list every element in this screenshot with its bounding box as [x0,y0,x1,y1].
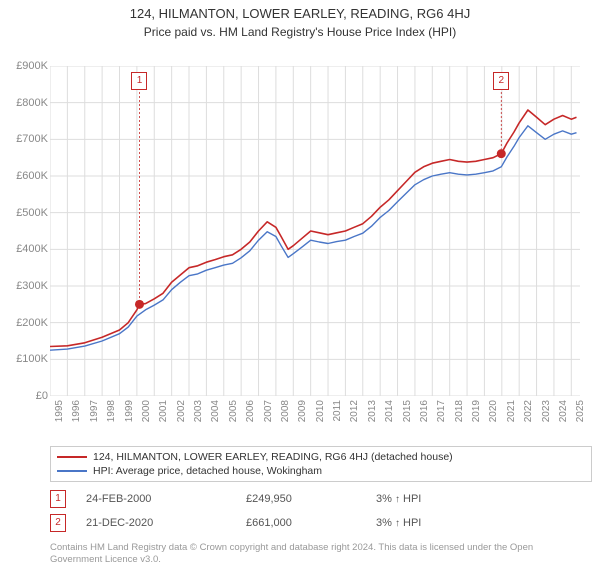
x-tick-label: 2011 [332,400,343,422]
footnote: Contains HM Land Registry data © Crown c… [50,542,580,566]
chart-svg [50,66,580,396]
y-tick-label: £100K [6,353,48,365]
chart-subtitle: Price paid vs. HM Land Registry's House … [0,25,600,39]
x-tick-label: 1996 [71,400,82,422]
transaction-date: 24-FEB-2000 [86,493,246,505]
transaction-row: 2 21-DEC-2020 £661,000 3% ↑ HPI [50,514,580,532]
x-tick-label: 1999 [124,400,135,422]
x-tick-label: 2024 [558,400,569,422]
x-tick-label: 2022 [523,400,534,422]
x-tick-label: 2006 [245,400,256,422]
x-tick-label: 2001 [158,400,169,422]
y-tick-label: £600K [6,170,48,182]
x-tick-label: 2019 [471,400,482,422]
legend-label: HPI: Average price, detached house, Woki… [93,465,322,477]
x-tick-label: 2000 [141,400,152,422]
transaction-pct: 3% ↑ HPI [376,493,421,505]
x-tick-label: 1997 [89,400,100,422]
y-tick-label: £400K [6,243,48,255]
y-tick-label: £300K [6,280,48,292]
x-tick-label: 2018 [454,400,465,422]
x-tick-label: 2010 [315,400,326,422]
chart-title: 124, HILMANTON, LOWER EARLEY, READING, R… [0,6,600,21]
transaction-badge: 1 [50,490,66,508]
y-tick-label: £200K [6,317,48,329]
legend: 124, HILMANTON, LOWER EARLEY, READING, R… [50,446,592,482]
y-tick-label: £500K [6,207,48,219]
transaction-pct: 3% ↑ HPI [376,517,421,529]
x-tick-label: 2002 [176,400,187,422]
sale-marker-badge: 2 [493,72,509,90]
transaction-price: £661,000 [246,517,376,529]
x-tick-label: 2003 [193,400,204,422]
x-tick-label: 2015 [402,400,413,422]
sale-marker-badge: 1 [131,72,147,90]
y-tick-label: £900K [6,60,48,72]
x-tick-label: 2020 [488,400,499,422]
x-tick-label: 2021 [506,400,517,422]
x-tick-label: 2023 [541,400,552,422]
x-tick-label: 2009 [297,400,308,422]
transaction-date: 21-DEC-2020 [86,517,246,529]
x-tick-label: 2005 [228,400,239,422]
x-tick-label: 2008 [280,400,291,422]
x-tick-label: 2017 [436,400,447,422]
legend-swatch [57,470,87,472]
transaction-price: £249,950 [246,493,376,505]
x-tick-label: 2012 [349,400,360,422]
x-tick-label: 1995 [54,400,65,422]
x-tick-label: 1998 [106,400,117,422]
y-tick-label: £800K [6,97,48,109]
x-tick-label: 2025 [575,400,586,422]
y-tick-label: £700K [6,133,48,145]
chart-area [50,66,580,396]
legend-item-subject: 124, HILMANTON, LOWER EARLEY, READING, R… [57,450,585,464]
arrow-up-icon: ↑ [395,494,400,505]
x-tick-label: 2014 [384,400,395,422]
legend-item-hpi: HPI: Average price, detached house, Woki… [57,464,585,478]
x-tick-label: 2007 [263,400,274,422]
legend-swatch [57,456,87,458]
transaction-row: 1 24-FEB-2000 £249,950 3% ↑ HPI [50,490,580,508]
arrow-up-icon: ↑ [395,518,400,529]
y-tick-label: £0 [6,390,48,402]
x-tick-label: 2013 [367,400,378,422]
x-tick-label: 2004 [210,400,221,422]
x-tick-label: 2016 [419,400,430,422]
legend-label: 124, HILMANTON, LOWER EARLEY, READING, R… [93,451,453,463]
transaction-badge: 2 [50,514,66,532]
